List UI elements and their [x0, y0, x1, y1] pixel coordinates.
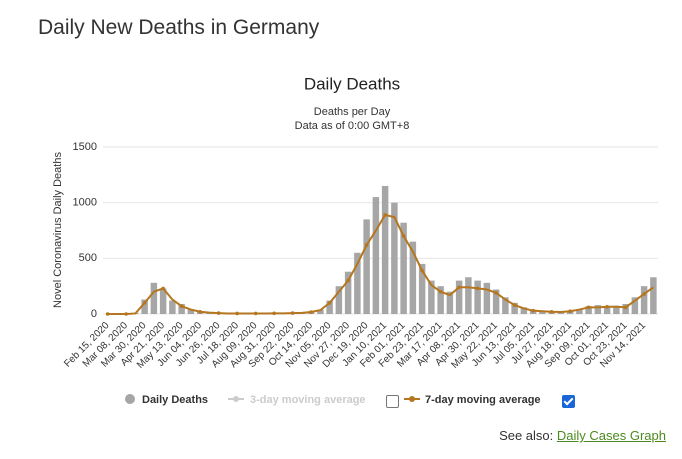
- line-point: [124, 312, 128, 316]
- bar: [363, 219, 370, 314]
- bar: [446, 291, 454, 314]
- chart-title: Daily Deaths: [304, 74, 400, 93]
- line-point: [401, 234, 406, 238]
- bar: [437, 286, 444, 314]
- line-point: [290, 311, 295, 315]
- bar: [576, 308, 583, 314]
- line-point: [235, 311, 239, 316]
- legend-label: Daily Deaths: [142, 394, 208, 406]
- line-point: [531, 308, 535, 313]
- bar: [474, 280, 481, 314]
- line-point: [642, 292, 646, 296]
- checkbox[interactable]: [562, 395, 575, 408]
- bar: [539, 310, 546, 314]
- line-point: [623, 305, 628, 310]
- legend-icon: [233, 396, 239, 402]
- bar: [603, 306, 611, 314]
- line-point: [383, 213, 387, 217]
- bar: [169, 300, 176, 314]
- bar: [391, 202, 398, 314]
- legend-label: 7-day moving average: [425, 394, 541, 406]
- bar: [455, 280, 463, 314]
- bar: [400, 222, 407, 314]
- bar: [409, 241, 417, 314]
- line-point: [568, 309, 572, 314]
- y-axis-label: Novel Coronavirus Daily Deaths: [52, 152, 64, 308]
- bar: [465, 277, 472, 314]
- bar: [159, 288, 167, 314]
- line-point: [161, 286, 165, 291]
- bar: [178, 303, 185, 314]
- line-point: [105, 312, 110, 316]
- link[interactable]: Daily Cases Graph: [556, 428, 666, 443]
- bar: [187, 309, 195, 314]
- line-point: [364, 243, 369, 247]
- bar: [640, 286, 648, 314]
- bar: [354, 252, 361, 314]
- bar: [335, 286, 343, 314]
- bar: [141, 299, 148, 314]
- moving-average-line: [107, 213, 654, 315]
- line-point: [346, 278, 350, 283]
- bar: [344, 271, 352, 314]
- line-point: [586, 305, 591, 310]
- bar: [511, 302, 518, 314]
- bar: [585, 306, 592, 314]
- y-tick-label: 1000: [73, 197, 97, 209]
- bar: [631, 297, 639, 314]
- chart-subtitle: Data as of 0:00 GMT+8: [295, 120, 410, 132]
- legend-icon: [409, 396, 415, 402]
- y-tick-label: 1500: [73, 141, 97, 153]
- bar: [650, 277, 657, 314]
- bar: [520, 307, 528, 314]
- checkbox[interactable]: [386, 395, 399, 408]
- chart-subtitle: Deaths per Day: [314, 106, 391, 118]
- line-point: [142, 301, 147, 305]
- bar: [428, 280, 435, 314]
- line-point: [438, 289, 443, 294]
- line-point: [494, 291, 498, 295]
- line-point: [179, 304, 184, 309]
- bar: [372, 197, 380, 314]
- line-point: [420, 268, 424, 273]
- bar: [326, 300, 333, 314]
- line-point: [457, 285, 461, 290]
- bar: [150, 282, 158, 314]
- line-point: [309, 310, 313, 314]
- see-also: See also: Daily Cases Graph: [499, 428, 666, 443]
- line-point: [272, 311, 276, 316]
- line-point: [253, 311, 258, 316]
- page-title: Daily New Deaths in Germany: [38, 16, 320, 39]
- bar: [317, 309, 324, 314]
- legend-icon: [125, 394, 135, 404]
- y-tick-label: 0: [91, 308, 97, 320]
- bar: [418, 263, 426, 314]
- legend-label: 3-day moving average: [250, 394, 366, 406]
- bar: [483, 282, 491, 314]
- bar: [492, 289, 500, 314]
- line-point: [475, 286, 480, 291]
- bar: [381, 185, 389, 314]
- line-point: [327, 301, 332, 305]
- line-point: [605, 304, 609, 309]
- bar: [594, 305, 602, 314]
- see-also-label: See also:: [499, 428, 554, 443]
- bar: [613, 305, 620, 314]
- y-tick-label: 500: [79, 252, 97, 264]
- line-point: [198, 309, 202, 314]
- bar: [502, 297, 509, 314]
- line-point: [216, 311, 221, 315]
- line-point: [512, 303, 517, 307]
- line-point: [549, 309, 554, 314]
